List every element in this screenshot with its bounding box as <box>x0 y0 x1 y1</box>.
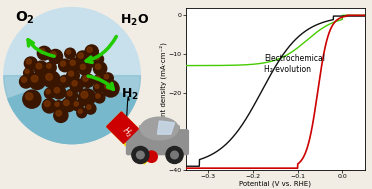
Circle shape <box>78 109 82 113</box>
Circle shape <box>95 56 99 60</box>
Circle shape <box>87 47 92 52</box>
Circle shape <box>43 71 60 88</box>
Circle shape <box>103 73 113 84</box>
Circle shape <box>55 102 59 106</box>
Circle shape <box>42 99 57 113</box>
Circle shape <box>85 103 96 114</box>
Circle shape <box>65 48 76 59</box>
Circle shape <box>25 57 37 70</box>
Circle shape <box>66 50 71 54</box>
Circle shape <box>146 151 157 162</box>
Circle shape <box>23 90 41 108</box>
Circle shape <box>93 62 107 75</box>
Circle shape <box>94 92 105 103</box>
Circle shape <box>105 83 112 89</box>
Text: $\mathbf{H_2}$: $\mathbf{H_2}$ <box>121 87 140 102</box>
Circle shape <box>74 102 78 106</box>
Circle shape <box>62 98 75 112</box>
Circle shape <box>45 88 55 98</box>
Circle shape <box>48 50 62 64</box>
FancyBboxPatch shape <box>140 126 179 141</box>
Text: $\mathbf{O_2}$: $\mathbf{O_2}$ <box>15 10 35 26</box>
Circle shape <box>20 75 32 88</box>
Circle shape <box>83 76 88 81</box>
Circle shape <box>24 68 33 78</box>
Circle shape <box>78 62 91 75</box>
Circle shape <box>67 91 72 96</box>
FancyBboxPatch shape <box>126 130 188 155</box>
Circle shape <box>93 83 103 93</box>
Circle shape <box>81 74 94 87</box>
Circle shape <box>171 151 178 159</box>
Circle shape <box>95 84 99 88</box>
Circle shape <box>46 64 51 68</box>
Circle shape <box>87 105 91 109</box>
Circle shape <box>64 100 69 106</box>
Text: $H_2$: $H_2$ <box>119 124 135 141</box>
Circle shape <box>59 75 71 87</box>
Circle shape <box>44 101 50 107</box>
Circle shape <box>61 61 65 66</box>
Circle shape <box>29 73 45 89</box>
Wedge shape <box>4 76 140 144</box>
Circle shape <box>73 100 83 111</box>
Circle shape <box>87 58 91 63</box>
Circle shape <box>94 54 103 64</box>
Circle shape <box>31 75 38 82</box>
Circle shape <box>68 58 81 71</box>
Circle shape <box>95 64 101 69</box>
Text: $\mathbf{H_2O}$: $\mathbf{H_2O}$ <box>119 13 148 28</box>
Circle shape <box>25 69 29 74</box>
Circle shape <box>36 63 42 69</box>
Circle shape <box>59 59 71 72</box>
Circle shape <box>46 74 52 80</box>
Y-axis label: Current density (mA·cm⁻²): Current density (mA·cm⁻²) <box>160 42 167 135</box>
Circle shape <box>52 85 66 99</box>
Circle shape <box>77 108 87 118</box>
Circle shape <box>166 146 183 163</box>
Circle shape <box>34 61 48 75</box>
Circle shape <box>78 89 96 106</box>
Circle shape <box>65 89 77 101</box>
Ellipse shape <box>140 117 178 140</box>
Circle shape <box>76 51 89 64</box>
Circle shape <box>81 91 88 98</box>
Circle shape <box>70 60 75 65</box>
Wedge shape <box>8 76 136 144</box>
Circle shape <box>46 90 50 94</box>
Circle shape <box>39 48 45 54</box>
Circle shape <box>54 101 64 111</box>
Circle shape <box>70 79 83 92</box>
Circle shape <box>78 53 83 58</box>
Text: Electrochemical
H₂ evolution: Electrochemical H₂ evolution <box>264 54 325 74</box>
Circle shape <box>95 76 100 81</box>
Circle shape <box>137 151 144 159</box>
Circle shape <box>26 93 33 100</box>
Circle shape <box>37 46 51 60</box>
Circle shape <box>94 74 105 85</box>
Circle shape <box>72 81 77 86</box>
Circle shape <box>80 64 85 69</box>
Circle shape <box>51 52 56 57</box>
Circle shape <box>132 146 149 163</box>
Circle shape <box>68 71 74 76</box>
Polygon shape <box>107 112 138 143</box>
Circle shape <box>67 69 79 82</box>
Circle shape <box>61 77 65 82</box>
Circle shape <box>104 74 109 79</box>
Circle shape <box>22 77 26 82</box>
X-axis label: Potential (V vs. RHE): Potential (V vs. RHE) <box>239 181 311 187</box>
Circle shape <box>85 57 96 67</box>
Circle shape <box>54 108 68 122</box>
Circle shape <box>45 62 56 73</box>
Polygon shape <box>157 121 174 134</box>
Circle shape <box>26 59 32 64</box>
Polygon shape <box>107 112 159 164</box>
Circle shape <box>96 94 100 98</box>
Circle shape <box>102 80 119 97</box>
Circle shape <box>54 88 60 93</box>
Circle shape <box>85 45 98 58</box>
Circle shape <box>56 110 61 116</box>
Circle shape <box>4 8 140 144</box>
